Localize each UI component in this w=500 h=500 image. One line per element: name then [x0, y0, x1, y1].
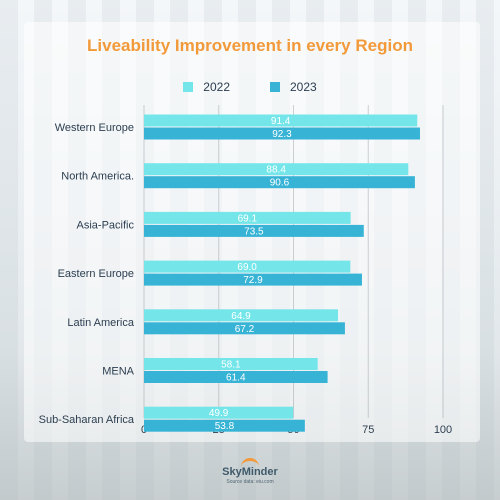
bar-2022: [144, 163, 409, 176]
legend-item-2023: 2023: [270, 80, 317, 94]
x-tick-label: 75: [362, 424, 374, 436]
bar-2022: [144, 406, 294, 419]
bar-value-label: 88.4: [266, 165, 286, 176]
bar-2022: [144, 358, 318, 370]
bar-2023: [144, 371, 328, 383]
bar-2022: [144, 114, 418, 127]
legend-swatch-2023: [270, 82, 280, 92]
logo-arc-icon: [241, 458, 259, 469]
category-label: Eastern Europe: [58, 268, 134, 280]
bar-2023: [144, 176, 415, 189]
bar-value-label: 91.4: [271, 116, 291, 127]
bar-value-label: 53.8: [215, 421, 235, 432]
category-label: North America.: [61, 171, 134, 183]
bar-value-label: 69.0: [237, 262, 257, 273]
legend-swatch-2022: [183, 82, 194, 92]
bar-value-label: 69.1: [238, 213, 258, 224]
bar-2023: [144, 322, 345, 335]
category-label: Asia-Pacific: [77, 219, 135, 231]
bar-2022: [144, 309, 339, 322]
bar-value-label: 72.9: [243, 275, 263, 286]
bar-2023: [144, 273, 362, 286]
category-label: Latin America: [67, 317, 135, 329]
legend-item-2022: 2022: [183, 80, 230, 94]
bar-value-label: 73.5: [244, 226, 264, 237]
source-note: Source data: eiu.com: [226, 479, 274, 485]
bar-2022: [144, 211, 351, 224]
chart-title: Liveability Improvement in every Region: [87, 36, 413, 55]
legend-label-2023: 2023: [290, 80, 317, 94]
bar-2023: [144, 224, 364, 237]
bar-2022: [144, 260, 351, 273]
category-label: Western Europe: [55, 122, 134, 134]
bar-value-label: 61.4: [226, 373, 246, 384]
brand-logo-text: SkyMinder: [222, 466, 278, 478]
category-label: MENA: [102, 366, 134, 378]
bar-value-label: 64.9: [231, 311, 251, 322]
bar-value-label: 92.3: [272, 129, 292, 140]
bar-2023: [144, 419, 305, 432]
x-tick-label: 100: [434, 424, 452, 436]
bar-2023: [144, 127, 420, 140]
footer: SkyMinder Source data: eiu.com: [0, 466, 500, 485]
bar-value-label: 67.2: [235, 324, 255, 335]
bar-value-label: 49.9: [209, 408, 229, 419]
bar-value-label: 58.1: [221, 360, 241, 371]
legend: 2022 2023: [0, 80, 500, 94]
legend-label-2022: 2022: [203, 80, 230, 94]
category-label: Sub-Saharan Africa: [39, 414, 135, 426]
bar-value-label: 90.6: [270, 178, 290, 189]
